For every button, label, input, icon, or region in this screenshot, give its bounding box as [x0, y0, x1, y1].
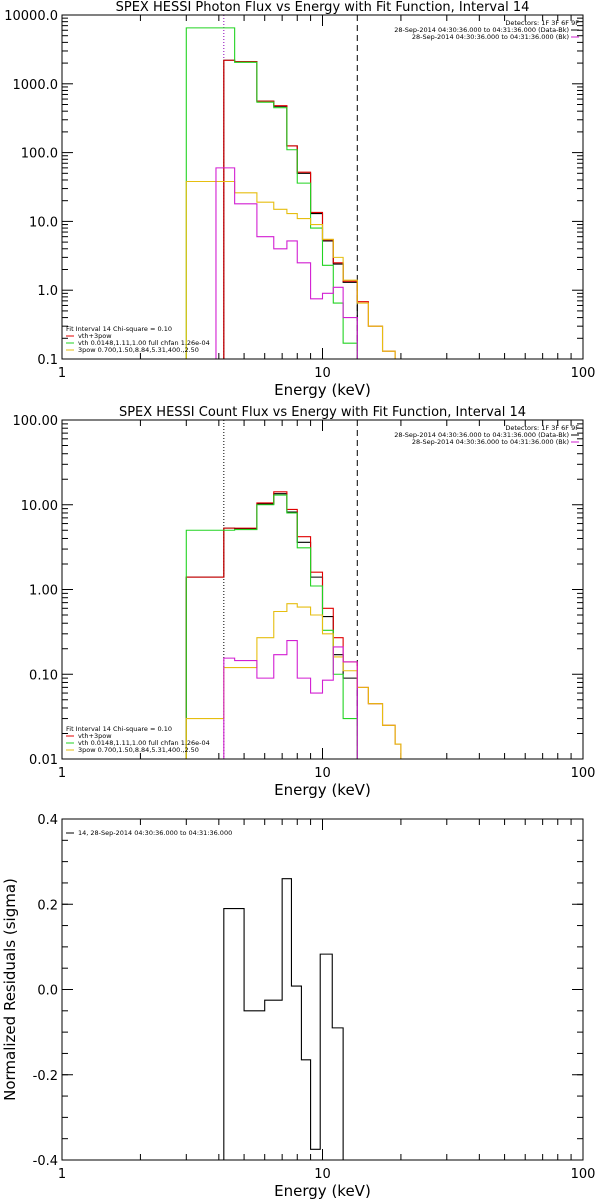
x-tick-label: 100 [571, 1167, 596, 1182]
y-tick-label: 1000.0 [13, 78, 59, 93]
y-tick-label: 0.01 [29, 753, 58, 768]
legend-entry-text: vth 0.0148,1.11,1.00 full chfan 1.26e-04 [78, 339, 210, 347]
y-tick-label: 10.00 [21, 499, 58, 514]
series-green-histogram [185, 494, 358, 759]
y-tick-label: -0.4 [33, 1154, 58, 1169]
legend-entry-text: 28-Sep-2014 04:30:36.000 to 04:31:36.000… [412, 33, 569, 41]
x-axis-title: Energy (keV) [274, 381, 371, 399]
plot-frame [61, 818, 584, 1161]
legend-entry-text: 28-Sep-2014 04:30:36.000 to 04:31:36.000… [412, 438, 569, 446]
x-tick-label: 100 [571, 766, 596, 781]
y-tick-label: 100.0 [21, 147, 58, 162]
legend-left: Fit Interval 14 Chi-square = 0.10vth+3po… [66, 325, 210, 354]
series-green-histogram [185, 27, 358, 359]
y-tick-label: 1.00 [29, 584, 58, 599]
series-red-histogram [223, 59, 402, 359]
series-yellow-histogram [185, 603, 402, 759]
legend-entry-text: 28-Sep-2014 04:30:36.000 to 04:31:36.000… [394, 26, 569, 34]
series-yellow-histogram [185, 180, 402, 359]
legend-left: 14, 28-Sep-2014 04:30:36.000 to 04:31:36… [66, 829, 232, 837]
series-black-histogram [185, 493, 358, 759]
x-tick-label: 100 [571, 366, 596, 381]
legend-entry-text: vth 0.0148,1.11,1.00 full chfan 1.26e-04 [78, 739, 210, 747]
legend-entry-text: Detectors: 1F 3F 6F 9F [505, 424, 579, 432]
legend-entry-text: vth+3pow [78, 332, 112, 340]
plot-area [223, 878, 344, 1160]
x-tick-label: 1 [58, 1167, 66, 1182]
legend-entry-text: 28-Sep-2014 04:30:36.000 to 04:31:36.000… [394, 431, 569, 439]
y-tick-label: 10.0 [29, 215, 58, 230]
series-magenta-histogram [215, 167, 358, 359]
series-red-histogram [185, 491, 402, 759]
legend-entry-text: Fit Interval 14 Chi-square = 0.10 [66, 325, 172, 333]
y-tick-label: 0.0 [37, 984, 58, 999]
y-tick-label: 0.4 [37, 813, 58, 828]
legend-entry-text: Detectors: 1F 3F 6F 9F [505, 19, 579, 27]
x-tick-label: 1 [58, 766, 66, 781]
legend-entry-text: 14, 28-Sep-2014 04:30:36.000 to 04:31:36… [78, 829, 232, 837]
chart-title: SPEX HESSI Photon Flux vs Energy with Fi… [116, 0, 530, 15]
x-tick-label: 10 [314, 766, 331, 781]
series-black-histogram [223, 878, 344, 1160]
legend-entry-text: vth+3pow [78, 732, 112, 740]
x-tick-label: 10 [314, 1167, 331, 1182]
chart-panel-1: SPEX HESSI Photon Flux vs Energy with Fi… [4, 0, 595, 399]
y-tick-label: 0.10 [29, 668, 58, 683]
y-axis-title: Normalized Residuals (sigma) [1, 878, 19, 1101]
legend-entry-text: 3pow 0.700,1.50,8.84,5.31,400.,2.50 [78, 346, 199, 354]
legend-entry-text: Fit Interval 14 Chi-square = 0.10 [66, 725, 172, 733]
x-axis-title: Energy (keV) [274, 1182, 371, 1200]
x-axis-title: Energy (keV) [274, 781, 371, 799]
plot-area [185, 15, 402, 359]
series-black-histogram [223, 59, 358, 359]
legend-left: Fit Interval 14 Chi-square = 0.10vth+3po… [66, 725, 210, 754]
chart-panel-3: 1 10 100 -0.4 -0.2 0.0 0.2 0.4 Energy (keV) Norma… [1, 813, 595, 1200]
y-tick-label: 100.00 [13, 414, 59, 429]
plot-frame [61, 419, 584, 760]
plot-area [185, 420, 402, 759]
chart-panel-2: SPEX HESSI Count Flux vs Energy with Fit… [13, 405, 596, 799]
y-tick-label: -0.2 [33, 1069, 58, 1084]
chart-title: SPEX HESSI Count Flux vs Energy with Fit… [119, 405, 526, 420]
y-tick-label: 1.0 [37, 284, 58, 299]
y-tick-label: 10000.0 [4, 9, 58, 24]
x-tick-label: 10 [314, 366, 331, 381]
y-tick-label: 0.1 [37, 353, 58, 368]
series-magenta-histogram [223, 639, 358, 759]
legend-entry-text: 3pow 0.700,1.50,8.84,5.31,400.,2.50 [78, 746, 199, 754]
plot-frame [61, 14, 584, 360]
x-tick-label: 1 [58, 366, 66, 381]
y-tick-label: 0.2 [37, 898, 58, 913]
